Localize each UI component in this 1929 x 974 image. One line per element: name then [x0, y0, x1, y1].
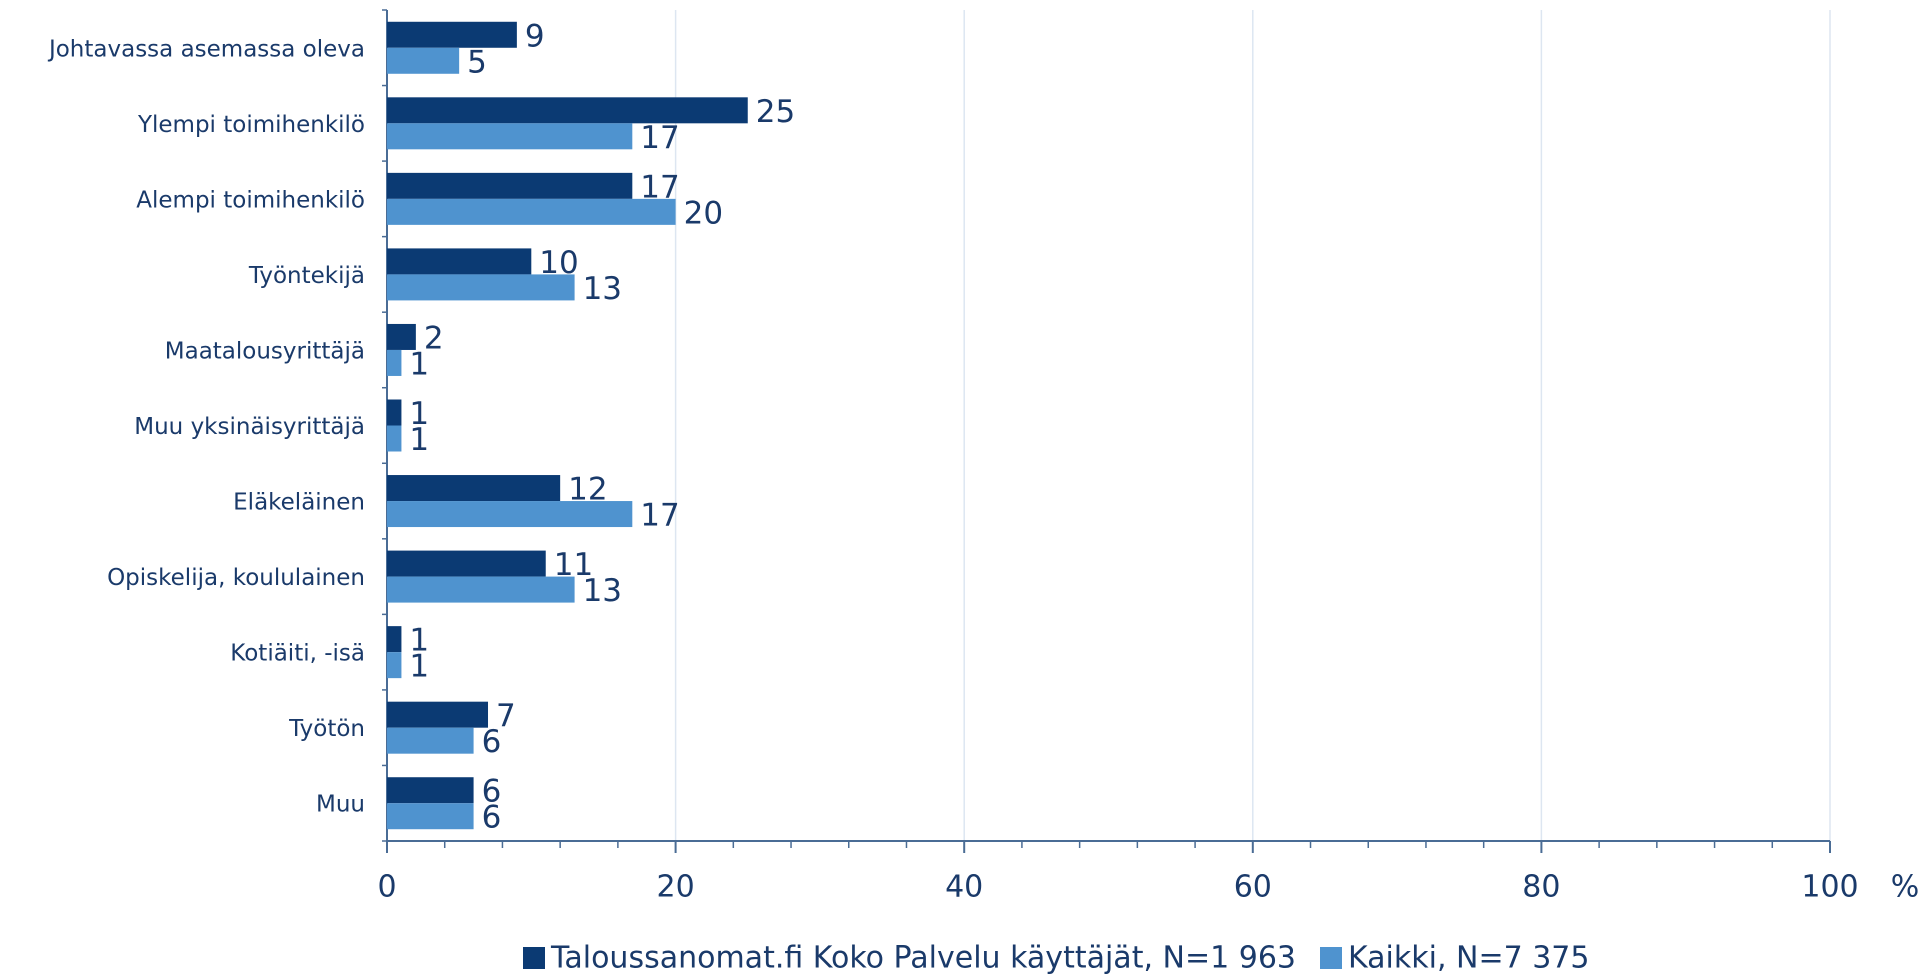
y-tick-label: Maatalousyrittäjä	[165, 338, 365, 364]
bar	[387, 576, 575, 603]
bar	[387, 323, 416, 350]
y-tick-label: Opiskelija, koululainen	[107, 565, 365, 591]
value-label: 17	[640, 120, 679, 156]
value-label: 5	[467, 44, 487, 80]
value-label: 13	[583, 271, 622, 307]
value-label: 6	[482, 774, 502, 810]
value-label: 6	[482, 724, 502, 760]
x-tick-label: 100	[1801, 870, 1858, 905]
value-label: 9	[525, 18, 545, 54]
bar	[387, 198, 676, 225]
bar	[387, 248, 532, 275]
bar	[387, 399, 402, 426]
bar	[387, 21, 517, 48]
bar	[387, 475, 561, 502]
x-tick-label: 80	[1522, 870, 1560, 905]
x-tick-label: 20	[657, 870, 695, 905]
x-tick-label: 40	[945, 870, 983, 905]
value-label: 1	[409, 422, 429, 458]
bar	[387, 701, 489, 728]
value-label: 1	[409, 396, 429, 432]
legend-label: Taloussanomat.fi Koko Palvelu käyttäjät,…	[550, 941, 1296, 974]
bar	[387, 501, 633, 528]
y-tick-label: Työntekijä	[248, 263, 365, 289]
bar	[387, 777, 474, 804]
bar	[387, 97, 748, 124]
legend-label: Kaikki, N=7 375	[1348, 941, 1589, 974]
y-tick-label: Kotiäiti, -isä	[230, 641, 365, 667]
value-label: 7	[496, 698, 516, 734]
value-label: 2	[424, 320, 444, 356]
bar	[387, 172, 633, 199]
bar	[387, 123, 633, 150]
x-tick-label: 60	[1234, 870, 1272, 905]
value-label: 1	[409, 623, 429, 659]
y-tick-label: Ylempi toimihenkilö	[137, 112, 365, 138]
bar	[387, 652, 402, 679]
legend-swatch	[523, 947, 545, 969]
value-label: 25	[756, 94, 795, 130]
bar	[387, 425, 402, 452]
bar	[387, 550, 546, 577]
bar	[387, 727, 474, 754]
bar	[387, 47, 460, 74]
x-axis-label: %	[1891, 870, 1920, 905]
y-tick-label: Eläkeläinen	[233, 490, 365, 516]
y-tick-label: Johtavassa asemassa oleva	[47, 36, 365, 62]
value-label: 1	[409, 649, 429, 685]
bar	[387, 626, 402, 653]
bar	[387, 349, 402, 376]
bar	[387, 274, 575, 301]
bar	[387, 803, 474, 830]
y-tick-label: Alempi toimihenkilö	[136, 187, 365, 213]
legend-swatch	[1320, 947, 1342, 969]
y-tick-label: Työtön	[288, 716, 365, 742]
value-label: 17	[640, 498, 679, 534]
value-label: 6	[482, 800, 502, 836]
y-tick-label: Muu	[316, 792, 365, 818]
value-label: 13	[583, 573, 622, 609]
x-tick-label: 0	[377, 870, 396, 905]
value-label: 1	[409, 346, 429, 382]
value-label: 20	[684, 195, 723, 231]
y-tick-label: Muu yksinäisyrittäjä	[134, 414, 365, 440]
